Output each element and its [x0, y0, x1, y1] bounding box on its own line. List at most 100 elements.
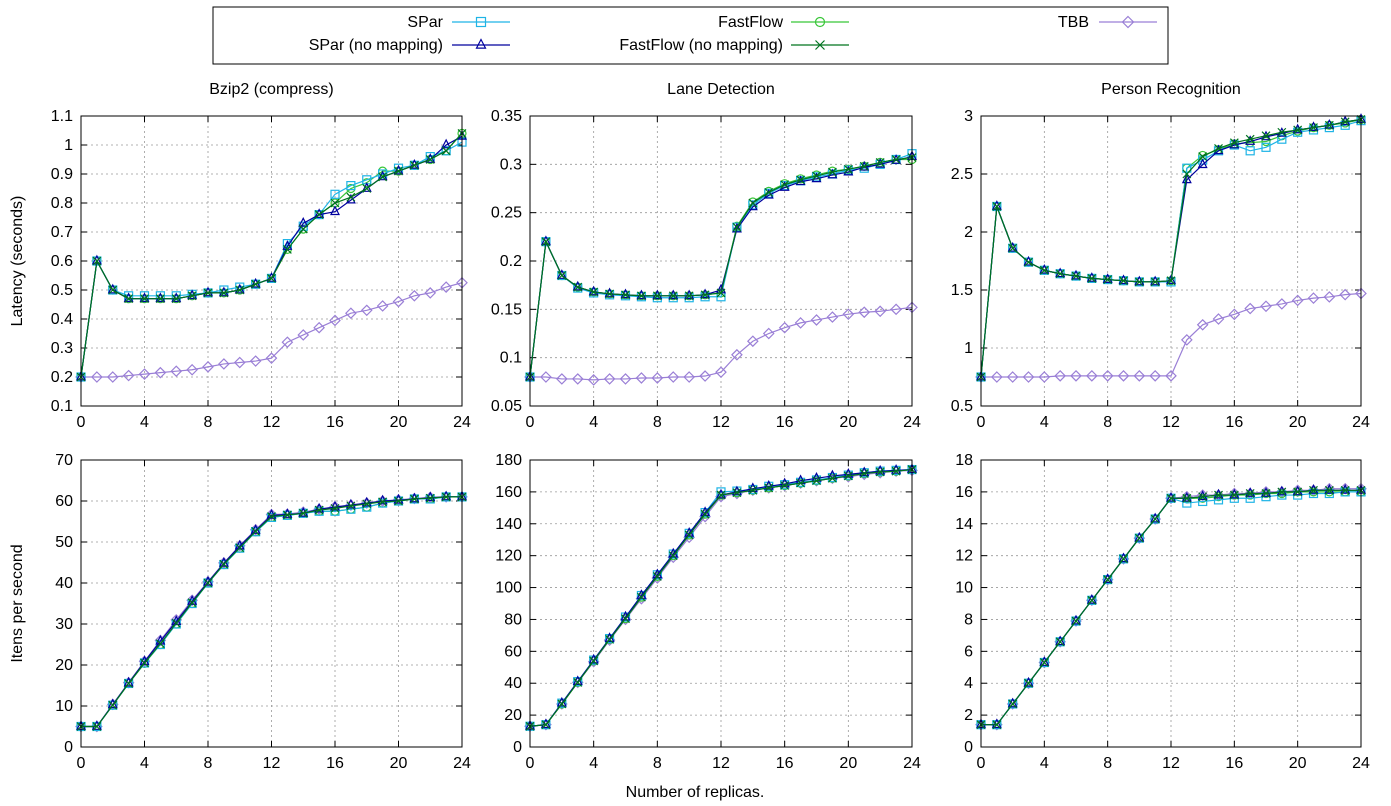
data-point [235, 543, 245, 553]
x-tick-label: 0 [77, 755, 86, 772]
x-tick-label: 16 [1225, 414, 1243, 431]
x-tick-label: 20 [390, 755, 408, 772]
data-point [1070, 369, 1082, 382]
data-point [1339, 288, 1352, 301]
x-tick-label: 0 [526, 755, 535, 772]
data-point [1008, 243, 1018, 253]
x-tick-label: 20 [839, 755, 857, 772]
y-tick-label: 0.7 [51, 224, 73, 241]
data-point [1340, 117, 1350, 127]
legend-label: SPar [407, 14, 443, 31]
data-point [298, 508, 308, 518]
x-tick-label: 24 [1352, 414, 1370, 431]
x-tick-label: 16 [776, 755, 794, 772]
data-point [124, 679, 134, 688]
data-point [219, 559, 229, 569]
data-point [203, 288, 213, 298]
data-point [267, 512, 276, 522]
y-tick-label: 1.1 [51, 108, 73, 125]
data-point [1134, 533, 1144, 543]
data-point [394, 496, 403, 506]
series-tbb [524, 301, 918, 386]
legend-marker [815, 40, 825, 50]
data-point [1119, 554, 1128, 564]
y-tick-label: 70 [55, 452, 73, 469]
y-tick-label: 180 [495, 452, 522, 469]
chart-panel: 0 4 8 12 16 20 24 0.1 0.2 0.3 0.4 0.5 0.6 0.7 0.8 0.9 1 1… [9, 81, 471, 431]
data-point [621, 614, 630, 624]
data-point [1245, 489, 1255, 498]
data-point [1228, 308, 1241, 321]
data-point [1276, 485, 1287, 496]
y-tick-label: 2 [964, 707, 973, 724]
y-tick-label: 80 [504, 611, 522, 628]
data-point [571, 373, 584, 385]
y-tick-label: 30 [55, 616, 73, 633]
data-point [700, 290, 710, 300]
data-point [604, 287, 615, 298]
data-point [265, 352, 278, 364]
data-point [154, 366, 167, 379]
y-tick-label: 0.25 [491, 205, 522, 222]
data-point [1071, 271, 1081, 281]
x-tick-label: 12 [263, 414, 281, 431]
series-spar [76, 137, 467, 382]
x-tick-label: 20 [839, 414, 857, 431]
data-point [859, 469, 869, 478]
data-point [636, 289, 647, 300]
x-tick-label: 24 [903, 414, 921, 431]
data-point [330, 205, 340, 216]
x-tick-label: 16 [1225, 755, 1243, 772]
data-point [1180, 334, 1193, 346]
data-point [1196, 318, 1209, 331]
data-point [441, 146, 451, 156]
y-tick-label: 0.1 [51, 398, 73, 415]
data-point [1101, 369, 1114, 382]
data-point [1182, 169, 1192, 179]
y-tick-label: 12 [955, 548, 973, 565]
data-point [1308, 121, 1319, 131]
data-point [604, 290, 615, 300]
data-point [875, 157, 885, 167]
plot-frame [80, 115, 463, 407]
data-point [362, 499, 372, 509]
data-point [652, 289, 663, 300]
data-point [1181, 173, 1192, 184]
data-point [605, 634, 615, 644]
data-point [187, 289, 198, 300]
data-point [1261, 142, 1271, 152]
data-point [441, 490, 452, 501]
y-tick-label: 0.5 [951, 398, 973, 415]
data-point [716, 488, 726, 499]
data-point [378, 497, 388, 507]
y-tick-label: 0.3 [51, 340, 73, 357]
data-point [235, 285, 245, 295]
y-tick-label: 60 [504, 643, 522, 660]
series-fastflow-no-mapping [976, 115, 1366, 382]
data-point [346, 501, 356, 511]
x-tick-label: 0 [977, 414, 986, 431]
legend-marker [1121, 15, 1135, 29]
y-tick-label: 0 [513, 739, 522, 756]
data-point [1134, 531, 1145, 542]
legend-label: SPar (no mapping) [309, 37, 443, 54]
x-tick-label: 12 [712, 755, 730, 772]
plot-frame [529, 459, 913, 748]
legend: SPar SPar (no mapping) FastFlow FastFlow (n… [212, 6, 1169, 65]
data-point [843, 471, 853, 481]
data-point [812, 171, 821, 181]
data-point [1275, 298, 1288, 310]
data-point [203, 578, 213, 588]
data-point [282, 510, 292, 520]
series-line [529, 468, 913, 727]
x-tick-label: 0 [526, 414, 535, 431]
data-point [378, 172, 388, 182]
data-point [1260, 300, 1272, 313]
data-point [155, 291, 165, 301]
data-point [826, 311, 839, 323]
data-point [235, 282, 245, 292]
data-point [1245, 146, 1255, 156]
data-point [589, 287, 599, 297]
data-point [1039, 656, 1050, 666]
x-axis-label: Number of replicas. [626, 784, 765, 801]
